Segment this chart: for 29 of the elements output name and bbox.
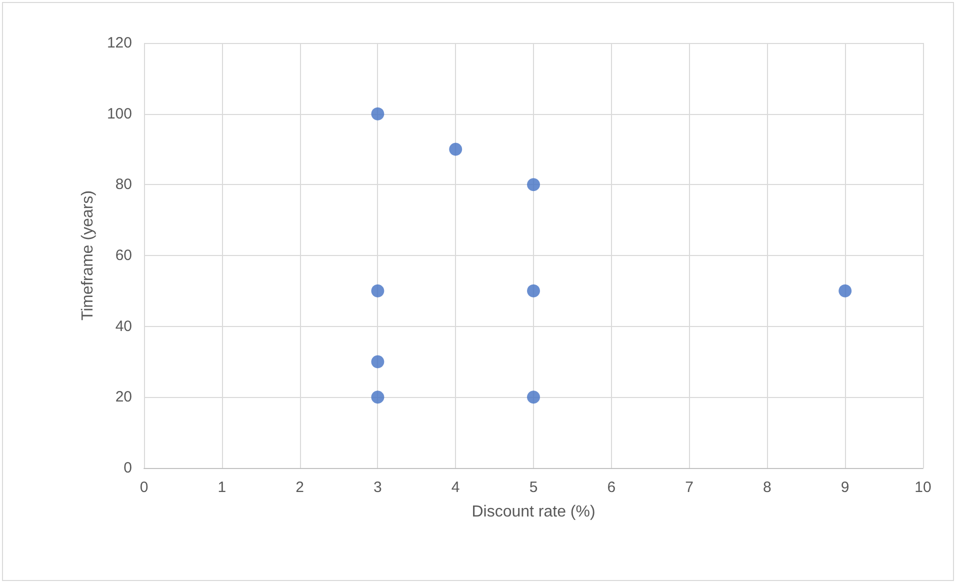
x-tick-label: 8 bbox=[763, 479, 772, 496]
point bbox=[371, 355, 384, 368]
point bbox=[371, 284, 384, 298]
point bbox=[449, 142, 462, 156]
point bbox=[527, 178, 540, 192]
point bbox=[371, 107, 384, 120]
x-axis-title: Discount rate (%) bbox=[472, 504, 596, 520]
x-tick-label: 6 bbox=[607, 479, 616, 496]
y-tick-label: 100 bbox=[106, 105, 132, 122]
x-tick-label: 1 bbox=[218, 479, 226, 496]
y-tick-label: 20 bbox=[115, 388, 132, 406]
y-tick-label: 80 bbox=[115, 176, 132, 194]
point bbox=[838, 284, 852, 298]
x-tick-label: 10 bbox=[914, 479, 932, 496]
y-tick-label: 120 bbox=[106, 34, 132, 52]
y-tick-label: 0 bbox=[124, 460, 132, 476]
y-axis-title: Timeframe (years) bbox=[80, 190, 96, 321]
x-tick-label: 0 bbox=[140, 479, 148, 496]
y-tick-label: 60 bbox=[115, 247, 132, 264]
x-tick-label: 4 bbox=[451, 479, 460, 496]
point bbox=[527, 284, 540, 298]
point bbox=[371, 390, 384, 404]
x-tick-label: 7 bbox=[685, 479, 694, 496]
point bbox=[527, 390, 540, 404]
x-tick-label: 5 bbox=[529, 479, 538, 496]
x-tick-label: 3 bbox=[374, 479, 382, 496]
y-tick-label: 40 bbox=[115, 318, 132, 335]
x-tick-label: 9 bbox=[840, 479, 850, 496]
x-tick-label: 2 bbox=[296, 479, 304, 496]
